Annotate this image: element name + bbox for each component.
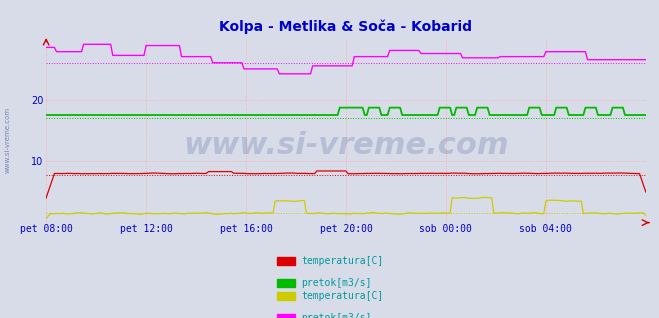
Text: pretok[m3/s]: pretok[m3/s] [301,313,372,318]
Text: www.si-vreme.com: www.si-vreme.com [5,107,11,173]
Title: Kolpa - Metlika & Soča - Kobarid: Kolpa - Metlika & Soča - Kobarid [219,20,473,34]
Text: www.si-vreme.com: www.si-vreme.com [183,131,509,160]
Text: temperatura[C]: temperatura[C] [301,256,384,266]
Text: temperatura[C]: temperatura[C] [301,291,384,301]
Text: pretok[m3/s]: pretok[m3/s] [301,278,372,288]
